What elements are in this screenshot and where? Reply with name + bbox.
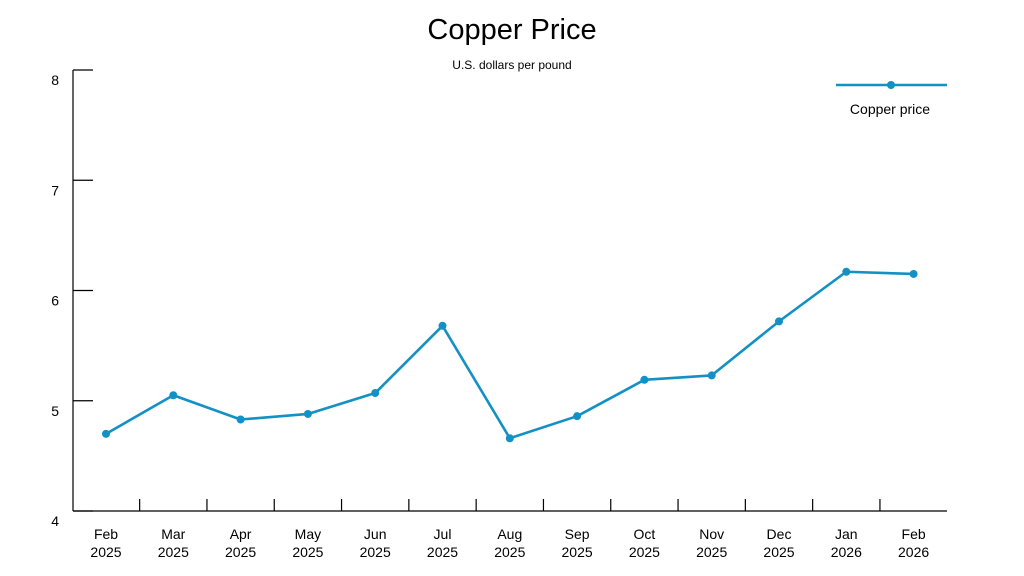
data-point — [303, 409, 312, 418]
x-tick-label-year: 2025 — [360, 544, 391, 560]
x-tick-label-year: 2025 — [763, 544, 794, 560]
x-tick-label-month: Feb — [94, 526, 118, 542]
x-tick-label-month: Apr — [230, 526, 252, 542]
data-point — [640, 375, 649, 384]
chart-title: Copper Price — [427, 14, 597, 46]
data-point — [573, 412, 582, 421]
x-tick-label-month: Dec — [767, 526, 792, 542]
series-line — [105, 270, 914, 440]
x-tick-label-month: Sep — [565, 526, 590, 542]
y-tick-label: 6 — [51, 293, 59, 309]
legend-marker — [887, 81, 895, 89]
x-tick-label-month: Oct — [634, 526, 656, 542]
axes: 4 5 6 7 8 Feb 2025 Mar 2025 Apr 2025 May 2025 Jun 2025… — [51, 69, 947, 560]
x-tick-label-month: Feb — [902, 526, 926, 542]
x-tick-label-month: Mar — [161, 526, 185, 542]
x-tick-label-year: 2025 — [494, 544, 525, 560]
data-point — [842, 267, 851, 276]
x-tick-label-year: 2025 — [90, 544, 121, 560]
x-tick-label-year: 2025 — [225, 544, 256, 560]
data-point — [707, 371, 716, 380]
x-tick-label-year: 2025 — [158, 544, 189, 560]
data-point — [371, 389, 380, 398]
data-point — [102, 429, 110, 438]
y-tick-label: 4 — [51, 513, 59, 529]
x-tick-label-month: Jun — [364, 526, 387, 542]
x-tick-label-year: 2025 — [629, 544, 660, 560]
data-point — [438, 321, 447, 330]
x-tick-label-year: 2025 — [696, 544, 727, 560]
data-point — [236, 415, 245, 424]
y-tick-label: 8 — [51, 72, 59, 88]
x-tick-label-month: Aug — [497, 526, 522, 542]
y-tick-label: 5 — [51, 403, 59, 419]
legend: Copper price — [836, 81, 947, 117]
y-tick-label: 7 — [51, 182, 59, 198]
series-layer — [102, 267, 918, 443]
x-tick-label-month: Nov — [699, 526, 724, 542]
data-point — [909, 269, 918, 278]
x-tick-label-month: Jul — [434, 526, 452, 542]
data-point — [505, 434, 514, 443]
data-point — [169, 391, 178, 400]
x-tick-label-year: 2025 — [427, 544, 458, 560]
x-tick-label-month: May — [295, 526, 321, 542]
x-tick-label-year: 2026 — [898, 544, 929, 560]
x-tick-label-year: 2025 — [562, 544, 593, 560]
x-tick-label-year: 2025 — [292, 544, 323, 560]
x-tick-label-month: Jan — [835, 526, 858, 542]
legend-label: Copper price — [850, 101, 930, 117]
data-point — [775, 317, 783, 326]
chart-subtitle: U.S. dollars per pound — [452, 58, 572, 72]
x-tick-label-year: 2026 — [831, 544, 862, 560]
